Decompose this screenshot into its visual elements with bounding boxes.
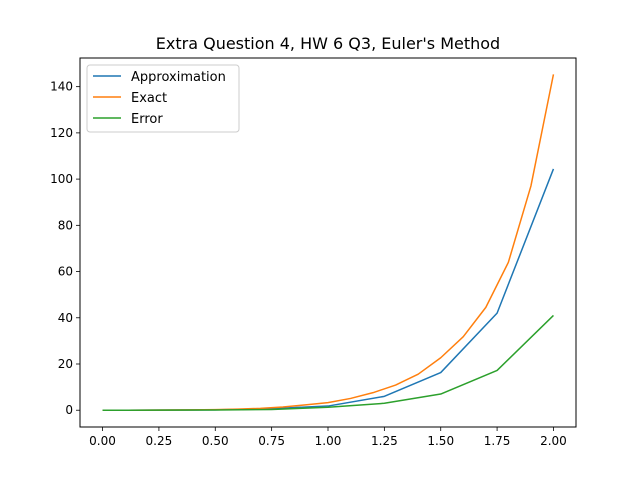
y-tick-label: 60 — [58, 265, 73, 279]
legend-label: Exact — [131, 91, 167, 106]
chart-title: Extra Question 4, HW 6 Q3, Euler's Metho… — [156, 34, 500, 53]
y-tick-label: 120 — [50, 126, 73, 140]
x-tick-label: 2.00 — [540, 434, 567, 448]
x-tick-label: 0.75 — [258, 434, 285, 448]
legend: Approximation Exact Error — [86, 64, 240, 133]
x-tick-label: 0.50 — [202, 434, 229, 448]
x-tick-label: 1.50 — [427, 434, 454, 448]
y-tick-label: 0 — [65, 403, 73, 417]
y-tick-label: 20 — [58, 357, 73, 371]
series-line-error — [102, 314, 554, 411]
y-axis-ticks: 0 20 40 60 80 100 120 140 — [50, 80, 80, 417]
series-line-approximation — [102, 168, 555, 411]
x-axis-ticks: 0.00 0.25 0.50 0.75 1.00 1.25 1.50 1.75 2.00 — [89, 427, 567, 448]
x-tick-label: 1.25 — [371, 434, 398, 448]
y-tick-label: 40 — [58, 311, 73, 325]
legend-label: Error — [131, 112, 163, 127]
y-tick-label: 80 — [58, 218, 73, 232]
legend-box — [86, 64, 240, 133]
y-tick-label: 100 — [50, 172, 73, 186]
x-tick-label: 1.75 — [484, 434, 511, 448]
plot-lines — [102, 74, 555, 411]
y-tick-label: 140 — [50, 80, 73, 94]
x-tick-label: 1.00 — [315, 434, 342, 448]
x-tick-label: 0.00 — [89, 434, 116, 448]
x-tick-label: 0.25 — [146, 434, 173, 448]
legend-label: Approximation — [131, 70, 226, 85]
